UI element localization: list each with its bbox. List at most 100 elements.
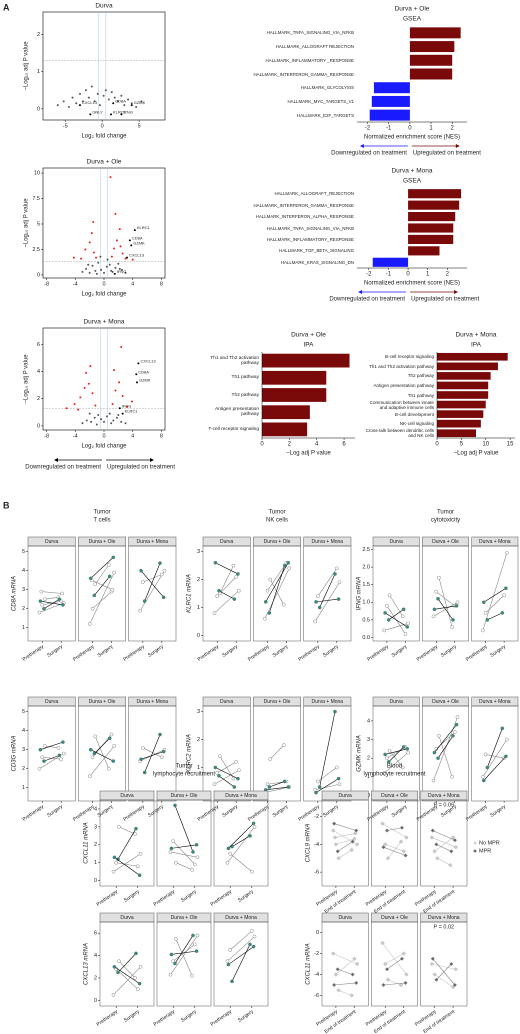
point (139, 568, 143, 573)
point (40, 755, 45, 760)
point (317, 785, 322, 789)
point (232, 785, 237, 789)
x-tick-label: Surgery (440, 644, 458, 659)
point (100, 418, 103, 421)
facet-label: Durva (389, 699, 403, 705)
point (252, 825, 257, 829)
point (267, 611, 272, 615)
y-tick-label: 4 (367, 718, 370, 724)
point (232, 597, 237, 601)
x-tick-label: 6 (342, 442, 346, 448)
y-tick-label: 5 (22, 549, 25, 555)
y-tick-label: 2 (22, 606, 25, 612)
point (453, 967, 458, 972)
chart-title: Durva + Mona (455, 332, 496, 339)
point (385, 977, 390, 982)
point (95, 423, 98, 426)
point (190, 973, 194, 978)
arrow-head (454, 290, 459, 294)
x-axis-label: −Log adj P value (454, 451, 499, 457)
point (380, 940, 385, 946)
pair-line (264, 568, 290, 619)
arrow-head (54, 458, 58, 462)
point (228, 948, 232, 952)
facet-label: Durva + Mona (479, 539, 511, 545)
point (399, 839, 404, 844)
point (263, 600, 268, 604)
point (112, 570, 116, 575)
point (117, 262, 120, 265)
annotated-point (89, 113, 92, 116)
y-tick-label: 1 (22, 625, 25, 631)
pair-line (485, 754, 505, 759)
plot-frame (156, 921, 212, 1007)
pair-line (230, 930, 252, 951)
facet-label: Durva + Mona (428, 793, 460, 799)
bar (262, 370, 327, 385)
pair-line (94, 564, 110, 585)
panel-label: A (3, 2, 10, 12)
pair-line (385, 844, 404, 852)
pair-line (384, 623, 409, 631)
point (114, 389, 117, 392)
point (85, 371, 88, 374)
pair-line (437, 598, 454, 621)
pair-line (431, 837, 456, 848)
point (120, 268, 123, 271)
point (248, 834, 252, 838)
x-tick-label: Pretherapy (465, 804, 489, 823)
pair-line (384, 612, 408, 628)
point (314, 790, 318, 795)
y-tick-label: -6 (314, 993, 319, 999)
bar (373, 82, 410, 94)
point (161, 749, 166, 754)
pair-line (384, 752, 409, 774)
point (333, 572, 337, 576)
facet-label: Durva + Ole (432, 699, 459, 705)
pair-line (483, 587, 507, 603)
pair-line (94, 736, 110, 769)
y-tick-label: 2 (37, 32, 40, 38)
x-tick-label: Pretherapy (297, 644, 321, 663)
annotation: CXCL13 (82, 100, 98, 105)
pair-line (139, 570, 165, 611)
category-label: Th1 pathway (407, 392, 434, 398)
point (314, 600, 318, 604)
point (168, 972, 173, 977)
annotation: CD8A (138, 369, 149, 374)
point (78, 92, 81, 95)
chart-subtitle: GSEA (403, 16, 422, 23)
point (485, 765, 490, 770)
chart-subtitle: IPA (304, 342, 315, 349)
point (228, 851, 232, 856)
point (87, 263, 90, 266)
plot-frame (99, 921, 155, 1007)
point (116, 970, 120, 975)
point (81, 422, 84, 425)
pair-line (43, 755, 60, 762)
category-label: HALLMARK_TNFA_SIGNALING_VIA_NFKB (266, 225, 354, 231)
point (90, 606, 95, 611)
point (65, 407, 68, 410)
category-label: Th2 pathway (231, 392, 259, 398)
annotated-point (135, 373, 138, 376)
pair-line (387, 841, 402, 859)
point (403, 632, 408, 636)
y-tick-label: 0 (316, 930, 319, 936)
chart-title: Durva + Ole (87, 159, 122, 166)
category-label: B-cell receptor signaling (384, 354, 434, 360)
arrow-head (455, 144, 460, 148)
point (103, 420, 105, 423)
pair-line (487, 612, 503, 621)
point (57, 597, 62, 602)
point (121, 395, 124, 397)
y-tick-label: -4 (314, 972, 319, 978)
pair-line (117, 828, 137, 860)
point (334, 566, 339, 571)
x-tick-label: 8 (160, 281, 163, 287)
point (380, 821, 385, 826)
x-tick-label: Surgery (180, 1009, 198, 1024)
x-tick-label: Surgery (237, 889, 255, 904)
category-label: Th1 pathway (231, 375, 259, 381)
point (88, 774, 92, 779)
